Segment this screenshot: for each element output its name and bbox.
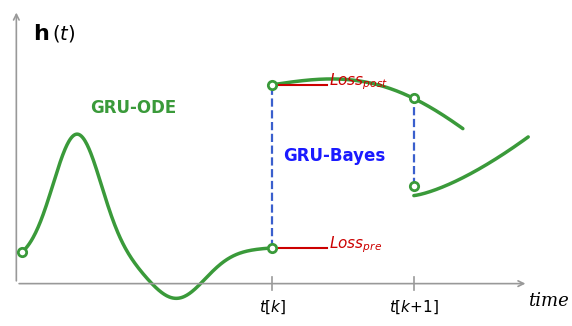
Text: Loss$_{\mathregular{post}}$: Loss$_{\mathregular{post}}$ xyxy=(329,71,389,92)
Text: $t[k{+}1]$: $t[k{+}1]$ xyxy=(389,298,439,316)
Text: GRU-Bayes: GRU-Bayes xyxy=(283,147,386,166)
Text: Loss$_{\mathregular{pre}}$: Loss$_{\mathregular{pre}}$ xyxy=(329,234,383,255)
Text: $(t)$: $(t)$ xyxy=(51,23,75,44)
Text: time: time xyxy=(528,292,569,310)
Text: $t[k]$: $t[k]$ xyxy=(259,298,286,316)
Text: GRU-ODE: GRU-ODE xyxy=(90,98,176,117)
Text: $\mathbf{h}$: $\mathbf{h}$ xyxy=(33,23,49,45)
